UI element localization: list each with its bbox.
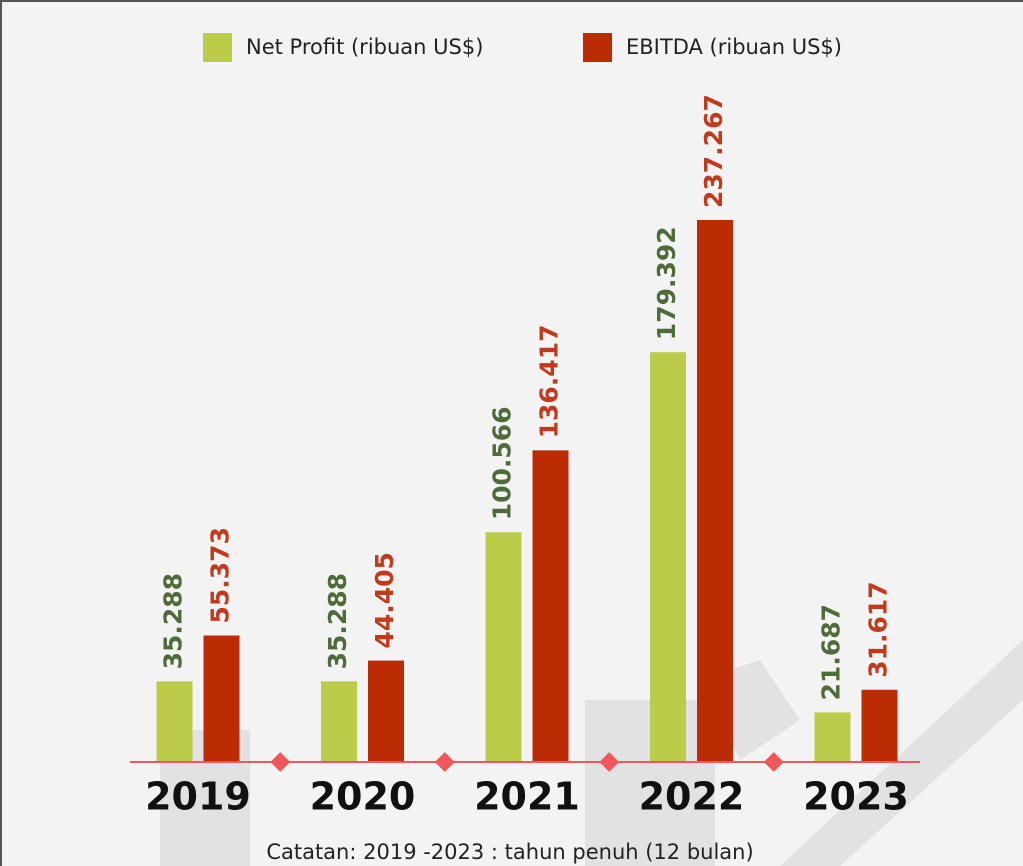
- legend-swatch: [203, 33, 232, 62]
- bar: [650, 352, 686, 762]
- x-tick-label: 2021: [474, 775, 580, 819]
- value-label: 44.405: [370, 552, 399, 648]
- value-label: 35.288: [159, 573, 188, 669]
- bar: [861, 689, 898, 762]
- value-label: 100.566: [488, 406, 517, 520]
- x-tick-label: 2023: [803, 775, 909, 819]
- value-label: 35.288: [323, 573, 352, 669]
- bar: [697, 220, 733, 762]
- value-label: 136.417: [535, 325, 564, 439]
- bar: [321, 681, 357, 762]
- bar: [532, 450, 569, 762]
- value-label: 237.267: [699, 94, 728, 208]
- legend-swatch: [583, 33, 612, 62]
- x-tick-label: 2020: [310, 775, 416, 819]
- separator-diamond: [434, 752, 455, 772]
- separator-diamond: [763, 752, 784, 772]
- footnote: Catatan: 2019 -2023 : tahun penuh (12 bu…: [266, 840, 753, 864]
- x-tick-label: 2019: [145, 775, 251, 819]
- bar: [814, 712, 851, 762]
- bar: [368, 660, 404, 762]
- value-label: 55.373: [206, 527, 235, 623]
- separator-diamond: [270, 752, 291, 772]
- value-label: 21.687: [817, 604, 846, 700]
- value-label: 179.392: [652, 226, 681, 340]
- x-tick-label: 2022: [639, 775, 745, 819]
- legend-label: Net Profit (ribuan US$): [246, 35, 483, 59]
- bar: [485, 532, 522, 762]
- bar: [203, 635, 240, 762]
- separator-diamond: [599, 752, 620, 772]
- value-label: 31.617: [864, 581, 893, 677]
- legend-label: EBITDA (ribuan US$): [626, 35, 842, 59]
- bar: [156, 681, 193, 762]
